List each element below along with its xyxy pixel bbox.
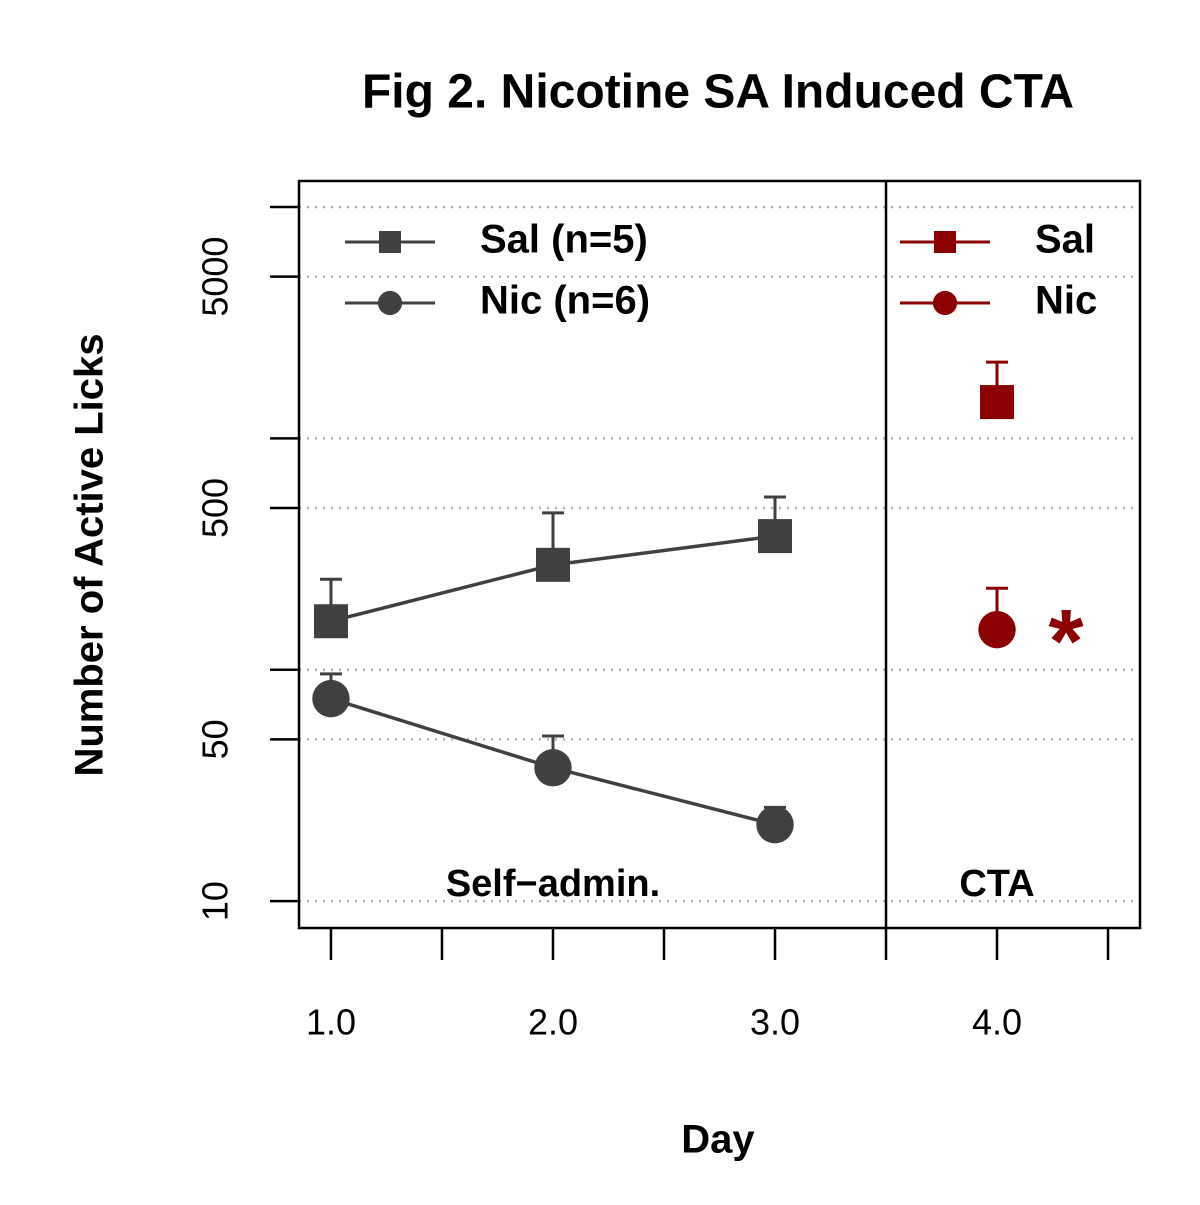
marker xyxy=(758,519,793,554)
annotation: CTA xyxy=(959,863,1034,905)
y-tick-label: 10 xyxy=(195,881,236,921)
legend-label: Sal xyxy=(1035,218,1095,262)
y-axis-label: Number of Active Licks xyxy=(68,333,112,776)
marker xyxy=(313,604,348,639)
marker xyxy=(756,805,794,844)
marker xyxy=(978,610,1016,649)
y-tick-label: 50 xyxy=(195,719,236,759)
marker xyxy=(932,290,958,316)
legend-label: Nic xyxy=(1035,279,1097,323)
y-tick-label: 5000 xyxy=(195,237,236,317)
x-tick-label: 2.0 xyxy=(528,1002,578,1043)
x-tick-label: 3.0 xyxy=(750,1002,800,1043)
marker xyxy=(980,385,1015,420)
marker xyxy=(377,290,403,316)
chart-title: Fig 2. Nicotine SA Induced CTA xyxy=(362,66,1074,119)
marker xyxy=(312,679,350,718)
annotation: Self−admin. xyxy=(446,863,660,905)
x-tick-label: 4.0 xyxy=(972,1002,1022,1043)
significance-marker: * xyxy=(1048,592,1083,692)
x-axis-label: Day xyxy=(681,1118,755,1162)
legend-label: Sal (n=5) xyxy=(480,218,648,262)
marker xyxy=(379,231,401,253)
plot-frame xyxy=(297,179,1142,930)
y-tick-label: 500 xyxy=(195,478,236,538)
legend-label: Nic (n=6) xyxy=(480,279,650,323)
marker xyxy=(534,749,572,787)
x-tick-label: 1.0 xyxy=(306,1002,356,1043)
marker xyxy=(934,231,956,253)
marker xyxy=(535,547,570,582)
